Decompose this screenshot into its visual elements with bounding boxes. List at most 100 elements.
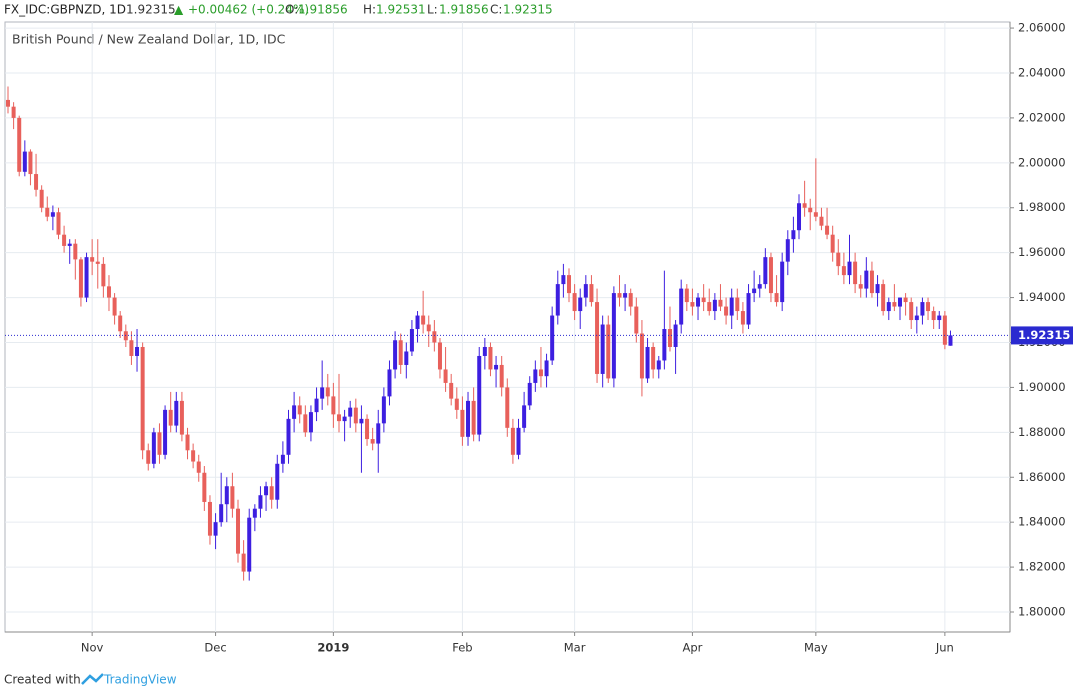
candle-body (219, 504, 224, 523)
candle-body (696, 297, 701, 307)
candle-body (185, 434, 190, 451)
candle-body (583, 284, 588, 298)
candle-body (353, 407, 358, 424)
candle-body (179, 400, 184, 435)
candle-body (269, 486, 274, 500)
candle-body (387, 369, 392, 397)
candle-body (600, 324, 605, 374)
ohlc-label: H: (363, 3, 376, 17)
x-tick-label: Mar (564, 641, 586, 655)
candle-body (797, 203, 802, 231)
x-tick-label: Nov (81, 641, 104, 655)
change-arrow: ▲ (174, 3, 184, 17)
candle-body (151, 432, 156, 464)
candle-body (701, 297, 706, 303)
candle-body (802, 203, 807, 208)
candle-body (101, 263, 106, 287)
candle-body (572, 293, 577, 312)
ohlc-value: 1.92315 (503, 3, 553, 17)
y-tick-label: 1.88000 (1018, 425, 1066, 439)
candle-body (437, 342, 442, 370)
candle-body (477, 355, 482, 435)
candle-body (331, 396, 336, 415)
candle-body (735, 297, 740, 312)
candle-body (768, 257, 773, 294)
candle-body (853, 261, 858, 285)
candle-body (22, 151, 27, 172)
x-tick-label: May (804, 641, 828, 655)
candle-body (415, 315, 420, 330)
candle-body (729, 297, 734, 316)
candle-body (897, 297, 902, 307)
candle-body (67, 243, 72, 246)
last-price-tag (1011, 326, 1073, 345)
candle-body (370, 439, 375, 444)
candle-body (774, 293, 779, 303)
candle-body (202, 472, 207, 502)
candle-body (875, 284, 880, 294)
candle-body (718, 299, 723, 307)
candle-body (252, 508, 257, 518)
y-tick-label: 1.90000 (1018, 380, 1066, 394)
y-tick-label: 1.84000 (1018, 515, 1066, 529)
candle-body (286, 418, 291, 455)
candle-body (303, 414, 308, 433)
candle-body (421, 315, 426, 325)
last-value: 1.92315 (126, 3, 176, 17)
y-tick-label: 2.00000 (1018, 155, 1066, 169)
candle-body (673, 324, 678, 347)
y-tick-label: 2.06000 (1018, 21, 1066, 35)
candle-body (712, 299, 717, 312)
candle-body (645, 346, 650, 379)
candle-body (292, 405, 297, 419)
candle-body (129, 340, 134, 356)
candle-body (454, 398, 459, 410)
candle-body (522, 405, 527, 428)
candle-body (73, 243, 78, 260)
candle-body (393, 340, 398, 370)
candle-body (95, 261, 100, 264)
candle-body (404, 351, 409, 365)
plot-frame (4, 21, 1011, 633)
candle-body (314, 398, 319, 413)
candle-body (376, 423, 381, 444)
candle-body (275, 463, 280, 500)
candle-body (191, 450, 196, 462)
candle-body (297, 405, 302, 415)
candle-body (39, 189, 44, 208)
candle-body (538, 369, 543, 377)
candle-body (140, 346, 145, 451)
candle-body (224, 486, 229, 505)
candle-body (830, 234, 835, 253)
candle-body (516, 427, 521, 455)
candle-body (112, 297, 117, 316)
candle-body (510, 427, 515, 455)
candle-body (858, 284, 863, 289)
candle-body (449, 382, 454, 399)
change: +0.00462 (+0.24%) (188, 3, 309, 17)
candle-body (808, 207, 813, 213)
x-tick-label: Apr (682, 641, 702, 655)
candle-body (813, 212, 818, 217)
candle-body (544, 360, 549, 377)
candle-body (157, 432, 162, 455)
candle-body (611, 293, 616, 379)
candle-body (409, 329, 414, 352)
candle-body (168, 409, 173, 426)
candle-body (494, 364, 499, 370)
candle-body (752, 288, 757, 294)
candle-body (342, 416, 347, 422)
candle-body (471, 400, 476, 435)
candle-body (690, 302, 695, 307)
candle-body (466, 400, 471, 437)
candle-body (825, 225, 830, 235)
candle-body (757, 284, 762, 289)
footer-brand[interactable]: TradingView (103, 673, 177, 687)
candle-body (488, 346, 493, 370)
candle-body (847, 261, 852, 276)
candle-body (207, 501, 212, 536)
candle-body (135, 346, 140, 356)
candle-body (196, 461, 201, 473)
candle-body (948, 335, 953, 346)
ohlc-label: L: (427, 3, 438, 17)
